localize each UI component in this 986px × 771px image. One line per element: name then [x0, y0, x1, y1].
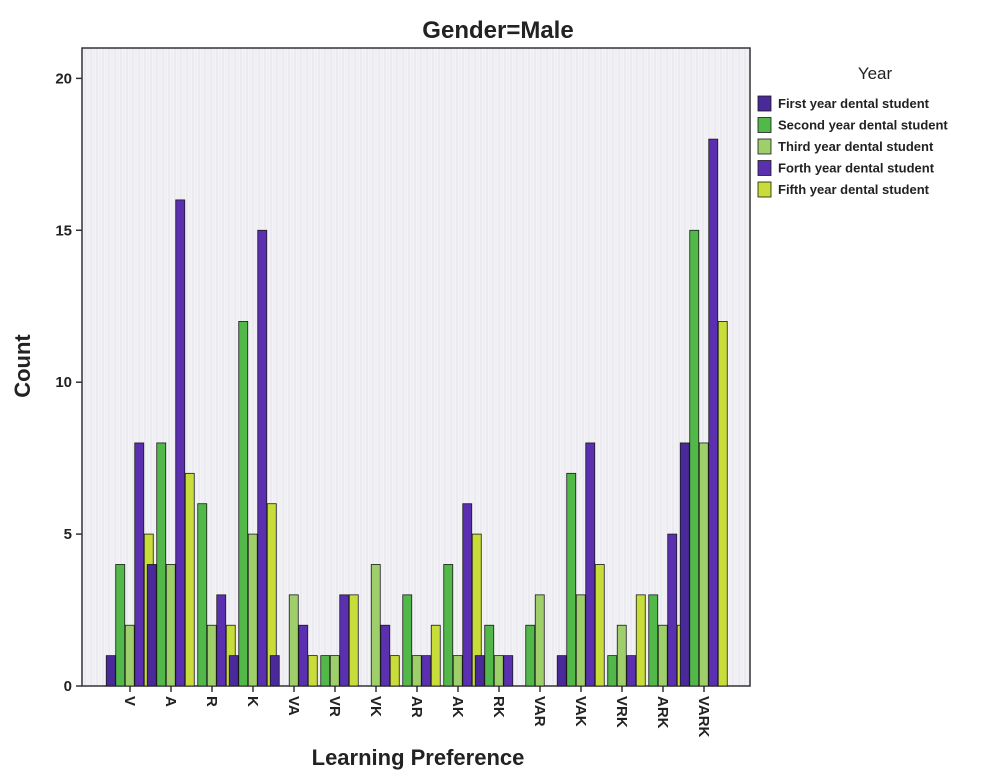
bar — [146, 564, 157, 687]
bar — [585, 442, 596, 687]
bar — [216, 594, 227, 687]
bar — [411, 655, 422, 687]
bar — [443, 564, 454, 687]
bar — [228, 655, 239, 687]
bar — [462, 503, 473, 687]
bar — [238, 321, 249, 687]
x-tick-label: K — [244, 696, 261, 707]
bar — [124, 624, 135, 687]
bar — [635, 594, 646, 687]
legend-label: Forth year dental student — [778, 161, 935, 176]
x-tick-label: AR — [408, 696, 425, 718]
bar — [298, 624, 309, 687]
bar — [566, 472, 577, 687]
legend-label: Second year dental student — [778, 118, 948, 133]
bar — [474, 655, 485, 687]
x-tick-label: V — [121, 696, 138, 706]
bars — [105, 138, 728, 687]
bar — [717, 321, 728, 687]
bar — [175, 199, 186, 687]
bar — [698, 442, 709, 687]
bar — [648, 594, 659, 687]
legend-label: Third year dental student — [778, 139, 934, 154]
x-tick-label: VK — [367, 696, 384, 717]
legend-title: Year — [858, 64, 893, 83]
bar — [134, 442, 145, 687]
bar — [556, 655, 567, 687]
bar — [320, 655, 331, 687]
y-axis: 0 5 10 15 20 — [55, 70, 82, 695]
x-tick-label: VA — [285, 696, 302, 716]
bar — [329, 655, 340, 687]
bar — [575, 594, 586, 687]
bar — [380, 624, 391, 687]
bar — [679, 442, 690, 687]
bar — [197, 503, 208, 687]
y-tick-label: 5 — [64, 526, 72, 543]
bar — [525, 624, 536, 687]
bar — [389, 655, 400, 687]
x-tick-label: VAK — [572, 696, 589, 727]
bar — [657, 624, 668, 687]
bar — [616, 624, 627, 687]
legend-swatch — [757, 117, 772, 133]
bar — [247, 533, 258, 687]
bar — [165, 564, 176, 687]
bar — [370, 564, 381, 687]
x-tick-label: AK — [449, 696, 466, 718]
bar — [339, 594, 350, 687]
bar — [484, 624, 495, 687]
bar — [708, 138, 719, 687]
x-axis: V A R K VA VR VK AR AK RK VAR VAK VRK ARK VARK — [121, 686, 712, 738]
x-tick-label: VRK — [613, 696, 630, 728]
bar — [493, 655, 504, 687]
legend-swatch — [757, 181, 772, 198]
y-tick-label: 10 — [55, 374, 72, 391]
y-tick-label: 20 — [55, 70, 72, 87]
bar — [503, 655, 514, 687]
bar — [667, 533, 678, 687]
bar — [402, 594, 413, 687]
legend: Year First year dental student Second yea… — [757, 64, 948, 198]
bar — [206, 624, 217, 687]
legend-swatch — [757, 138, 772, 155]
y-tick-label: 0 — [64, 678, 72, 695]
x-tick-label: ARK — [654, 696, 671, 729]
legend-swatch — [757, 95, 772, 112]
x-tick-label: R — [203, 696, 220, 707]
legend-label: First year dental student — [778, 96, 930, 111]
bar — [288, 594, 299, 687]
x-tick-label: VARK — [695, 696, 712, 738]
bar — [257, 229, 268, 687]
bar — [307, 655, 318, 687]
bar — [452, 655, 463, 687]
y-axis-label: Count — [10, 334, 35, 398]
y-tick-label: 15 — [55, 222, 72, 239]
bar — [115, 564, 126, 687]
bar — [269, 655, 280, 687]
chart-title: Gender=Male — [422, 17, 573, 44]
bar — [156, 442, 167, 687]
bar — [689, 229, 700, 687]
x-axis-label: Learning Preference — [312, 745, 525, 770]
bar — [594, 564, 605, 687]
x-tick-label: VAR — [531, 696, 548, 727]
legend-swatch — [757, 160, 772, 176]
legend-label: Fifth year dental student — [778, 182, 930, 197]
bar — [534, 594, 545, 687]
bar — [348, 594, 359, 687]
bar — [430, 624, 441, 687]
bar — [626, 655, 637, 687]
bar — [105, 655, 116, 687]
bar — [607, 655, 618, 687]
bar — [184, 472, 195, 687]
bar — [421, 655, 432, 687]
x-tick-label: A — [162, 696, 179, 707]
x-tick-label: VR — [326, 696, 343, 717]
x-tick-label: RK — [490, 696, 507, 718]
